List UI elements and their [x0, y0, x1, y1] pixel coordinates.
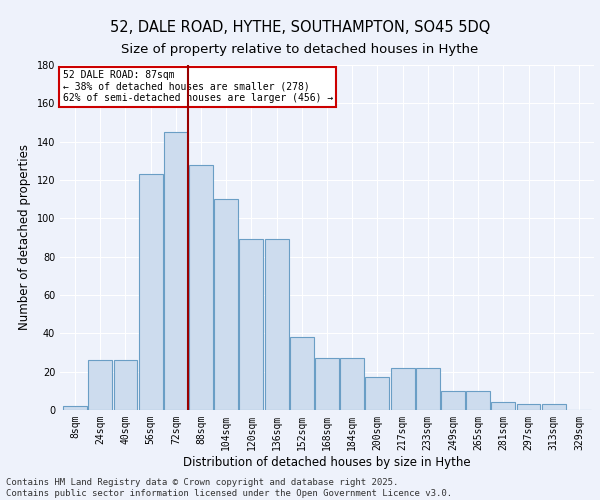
- Bar: [315, 358, 339, 410]
- Bar: [441, 391, 465, 410]
- Bar: [239, 240, 263, 410]
- Bar: [63, 406, 87, 410]
- Bar: [88, 360, 112, 410]
- Text: Size of property relative to detached houses in Hythe: Size of property relative to detached ho…: [121, 42, 479, 56]
- Bar: [113, 360, 137, 410]
- Bar: [517, 404, 541, 410]
- Bar: [542, 404, 566, 410]
- Bar: [290, 337, 314, 410]
- Y-axis label: Number of detached properties: Number of detached properties: [18, 144, 31, 330]
- Text: 52, DALE ROAD, HYTHE, SOUTHAMPTON, SO45 5DQ: 52, DALE ROAD, HYTHE, SOUTHAMPTON, SO45 …: [110, 20, 490, 35]
- Bar: [265, 240, 289, 410]
- Bar: [391, 368, 415, 410]
- Bar: [189, 164, 213, 410]
- Bar: [416, 368, 440, 410]
- X-axis label: Distribution of detached houses by size in Hythe: Distribution of detached houses by size …: [183, 456, 471, 468]
- Bar: [139, 174, 163, 410]
- Bar: [164, 132, 188, 410]
- Bar: [340, 358, 364, 410]
- Text: Contains HM Land Registry data © Crown copyright and database right 2025.
Contai: Contains HM Land Registry data © Crown c…: [6, 478, 452, 498]
- Bar: [491, 402, 515, 410]
- Text: 52 DALE ROAD: 87sqm
← 38% of detached houses are smaller (278)
62% of semi-detac: 52 DALE ROAD: 87sqm ← 38% of detached ho…: [62, 70, 333, 103]
- Bar: [365, 378, 389, 410]
- Bar: [214, 199, 238, 410]
- Bar: [466, 391, 490, 410]
